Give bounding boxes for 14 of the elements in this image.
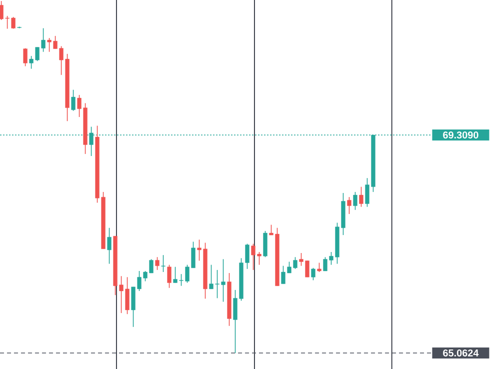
candlestick bbox=[155, 256, 160, 270]
candlestick bbox=[353, 192, 358, 210]
ref-line-label: 65.0624 bbox=[443, 349, 479, 356]
candlestick bbox=[311, 267, 316, 281]
candlestick bbox=[161, 254, 166, 272]
candlestick bbox=[359, 186, 364, 208]
candlestick bbox=[317, 262, 322, 272]
candlestick bbox=[167, 264, 172, 288]
candlestick bbox=[23, 48, 28, 67]
candlestick bbox=[347, 196, 352, 214]
candlestick bbox=[71, 89, 76, 112]
candlestick bbox=[263, 230, 268, 258]
candlestick bbox=[107, 227, 112, 264]
ref-line-label: 69.3090 bbox=[443, 131, 478, 139]
